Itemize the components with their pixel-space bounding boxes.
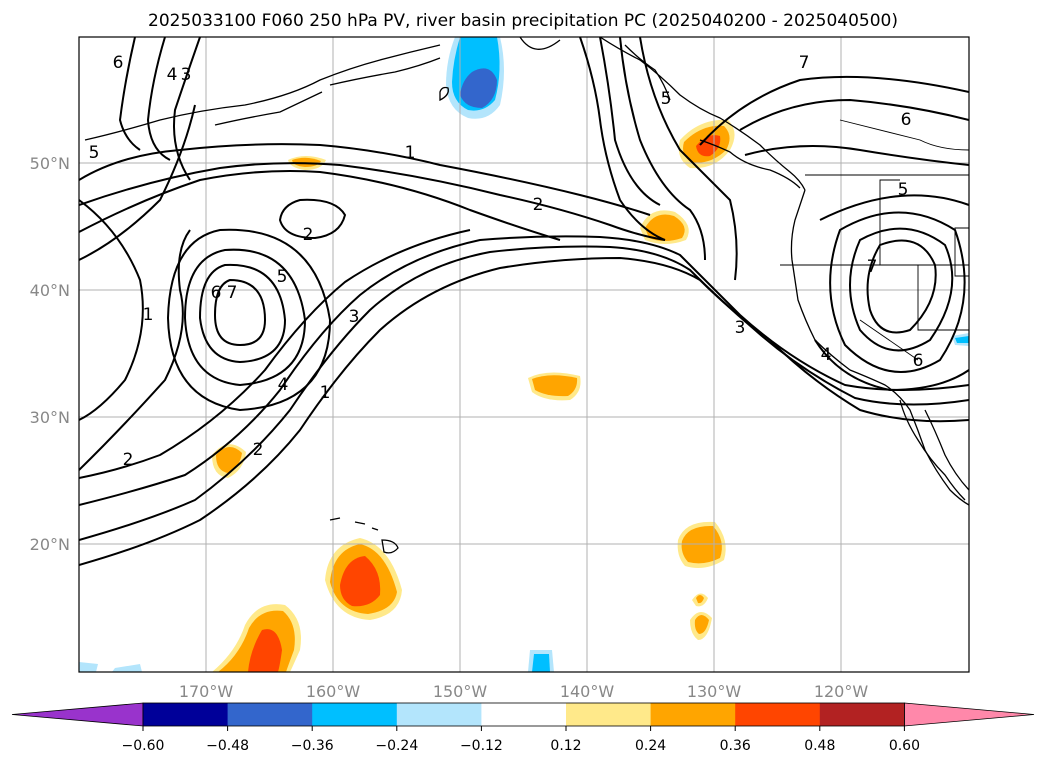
colorbar-frame xyxy=(142,702,905,727)
colorbar-ticks: −0.60 −0.48 −0.36 −0.24 −0.12 0.12 0.24 0.36 0.4… xyxy=(122,726,920,754)
colorbar xyxy=(11,702,1035,727)
colorbar-segment xyxy=(143,703,229,726)
contour-label: 7 xyxy=(867,257,878,277)
pv-contours xyxy=(79,37,969,566)
colorbar-segment xyxy=(566,703,652,726)
contour-label: 3 xyxy=(735,318,746,338)
lat-label: 30°N xyxy=(30,408,70,427)
lat-axis: 50°N 40°N 30°N 20°N xyxy=(30,154,70,554)
precip-shading xyxy=(79,37,969,672)
contour-label: 6 xyxy=(901,110,912,130)
colorbar-tick-label: 0.24 xyxy=(635,738,666,754)
colorbar-extend-low xyxy=(11,702,144,727)
contour-label: 2 xyxy=(253,440,264,460)
contour-label: 7 xyxy=(227,283,238,303)
lon-axis: 170°W 160°W 150°W 140°W 130°W 120°W xyxy=(179,682,869,701)
colorbar-segment xyxy=(650,703,736,726)
contour-label: 7 xyxy=(799,53,810,73)
lat-label: 20°N xyxy=(30,535,70,554)
contour-label: 4 xyxy=(167,65,178,85)
contour-label: 3 xyxy=(181,65,192,85)
contour-label: 4 xyxy=(821,345,832,365)
borders xyxy=(780,119,969,361)
contour-label: 2 xyxy=(123,450,134,470)
contour-label: 4 xyxy=(278,375,289,395)
colorbar-segment xyxy=(227,703,313,726)
lon-label: 140°W xyxy=(560,682,615,701)
colorbar-tick-label: −0.12 xyxy=(460,738,503,754)
gridlines xyxy=(79,37,969,672)
contour-label: 2 xyxy=(303,225,314,245)
contour-label: 5 xyxy=(898,180,909,200)
colorbar-tick-label: 0.48 xyxy=(804,738,835,754)
contour-labels: 1 2 2 2 2 1 1 3 3 3 4 4 4 5 5 5 5 6 6 6 … xyxy=(89,53,924,470)
colorbar-tick-label: −0.36 xyxy=(291,738,334,754)
contour-label: 5 xyxy=(277,267,288,287)
colorbar-segment xyxy=(481,703,567,726)
contour-label: 6 xyxy=(113,53,124,73)
lon-label: 120°W xyxy=(814,682,869,701)
lon-label: 130°W xyxy=(687,682,742,701)
colorbar-tick-label: 0.36 xyxy=(720,738,751,754)
contour-label: 5 xyxy=(661,89,672,109)
colorbar-segment xyxy=(819,703,905,726)
contour-label: 1 xyxy=(143,305,154,325)
colorbar-tick-label: −0.24 xyxy=(375,738,418,754)
colorbar-segment xyxy=(312,703,398,726)
lon-label: 150°W xyxy=(433,682,488,701)
contour-label: 5 xyxy=(89,143,100,163)
colorbar-tick-label: 0.12 xyxy=(550,738,581,754)
contour-label: 2 xyxy=(533,195,544,215)
contour-label: 1 xyxy=(320,383,331,403)
contour-label: 3 xyxy=(349,307,360,327)
colorbar-segment xyxy=(735,703,821,726)
map-panel: 1 2 2 2 2 1 1 3 3 3 4 4 4 5 5 5 5 6 6 6 … xyxy=(79,37,969,672)
colorbar-tick-label: −0.60 xyxy=(122,738,165,754)
lat-label: 40°N xyxy=(30,281,70,300)
lon-label: 170°W xyxy=(179,682,234,701)
colorbar-segment xyxy=(396,703,482,726)
figure-title: 2025033100 F060 250 hPa PV, river basin … xyxy=(148,11,898,31)
lon-label: 160°W xyxy=(306,682,361,701)
contour-label: 1 xyxy=(405,143,416,163)
colorbar-tick-label: 0.60 xyxy=(889,738,920,754)
contour-label: 6 xyxy=(211,283,222,303)
colorbar-extend-high xyxy=(904,702,1035,727)
map-frame xyxy=(78,36,970,673)
lat-label: 50°N xyxy=(30,154,70,173)
contour-label: 6 xyxy=(913,351,924,371)
colorbar-tick-label: −0.48 xyxy=(206,738,249,754)
